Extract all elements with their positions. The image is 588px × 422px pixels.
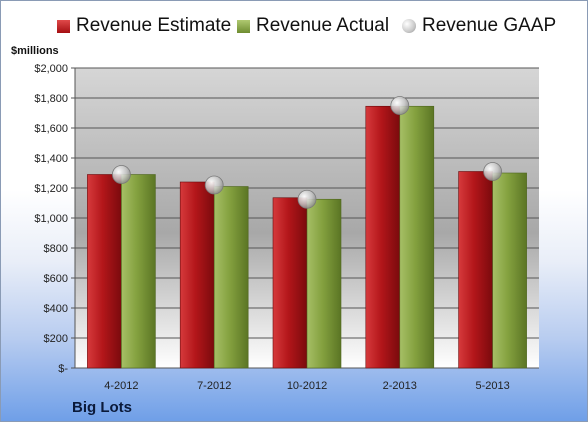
legend-swatch-actual (237, 19, 250, 33)
y-tick-label: $1,000 (34, 213, 68, 225)
bar-revenue-actual (306, 198, 342, 369)
marker-revenue-gaap (390, 96, 410, 115)
bar-revenue-actual (492, 172, 527, 369)
bar-revenue-estimate (365, 105, 401, 369)
legend-item-estimate: Revenue Estimate (57, 15, 231, 37)
y-axis-unit-label: $millions (11, 45, 59, 57)
x-tick-label: 7-2012 (197, 380, 231, 392)
y-tick-label: $600 (44, 273, 68, 285)
y-tick-label: $- (58, 363, 68, 375)
marker-revenue-gaap (112, 165, 131, 184)
legend-swatch-estimate (57, 19, 70, 33)
legend-label-actual: Revenue Actual (256, 15, 390, 36)
legend-label-gaap: Revenue GAAP (422, 15, 557, 36)
bar-revenue-actual (213, 186, 249, 369)
legend-label-estimate: Revenue Estimate (76, 15, 232, 36)
marker-revenue-gaap (483, 162, 503, 181)
y-tick-label: $800 (44, 243, 68, 255)
company-name: Big Lots (72, 399, 132, 416)
bar-revenue-actual (121, 174, 156, 369)
y-tick-label: $1,600 (34, 123, 68, 135)
y-tick-label: $1,800 (34, 93, 68, 105)
marker-revenue-gaap (297, 189, 317, 209)
bar-revenue-estimate (272, 197, 308, 369)
legend-item-actual: Revenue Actual (237, 15, 389, 37)
x-tick-label: 2-2013 (383, 380, 417, 392)
y-tick-label: $1,400 (34, 153, 68, 165)
x-tick-label: 5-2013 (475, 380, 509, 392)
bar-revenue-actual (399, 105, 435, 369)
legend-swatch-gaap (402, 19, 416, 33)
x-tick-label: 10-2012 (287, 380, 327, 392)
bar-revenue-estimate (458, 171, 493, 369)
y-tick-label: $2,000 (34, 63, 68, 75)
bar-revenue-estimate (179, 181, 215, 369)
y-tick-label: $200 (44, 333, 68, 345)
legend: Revenue Estimate Revenue Actual Revenue … (1, 15, 587, 39)
y-tick-label: $400 (44, 303, 68, 315)
legend-item-gaap: Revenue GAAP (402, 15, 556, 37)
x-tick-label: 4-2012 (104, 380, 138, 392)
bar-revenue-estimate (87, 174, 122, 369)
marker-revenue-gaap (204, 175, 224, 195)
y-tick-label: $1,200 (34, 183, 68, 195)
